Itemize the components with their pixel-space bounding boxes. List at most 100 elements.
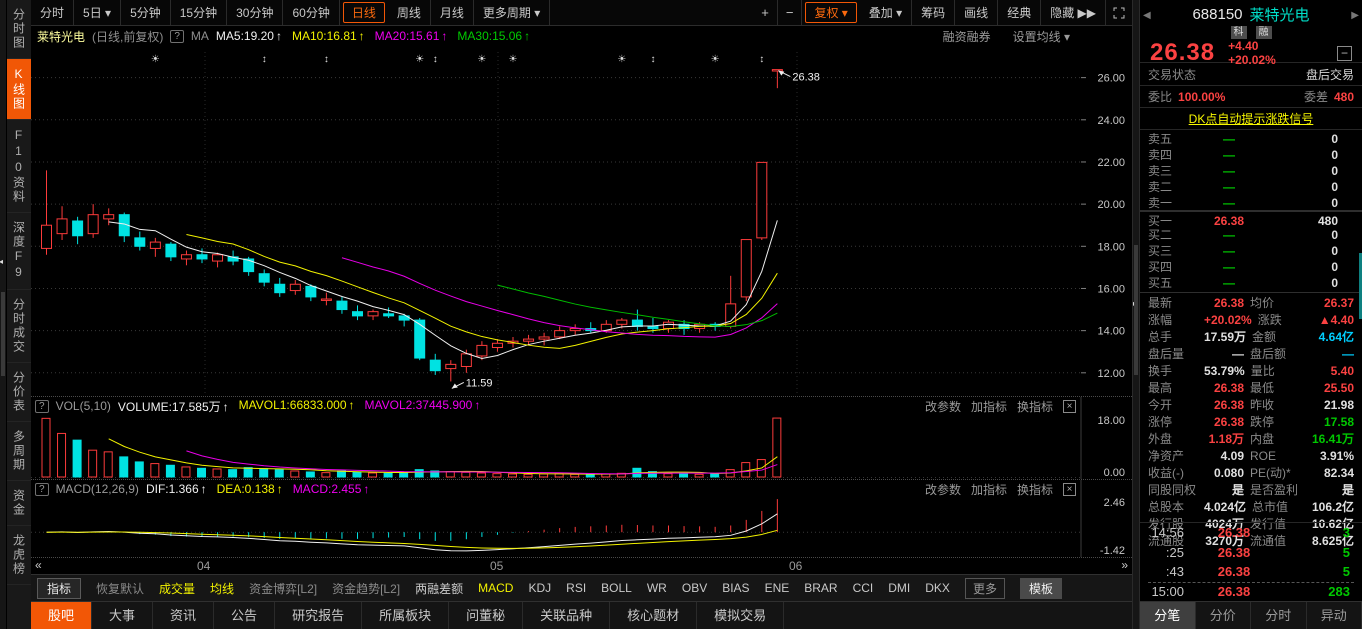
panel-action[interactable]: 加指标 [970, 400, 1007, 414]
panel-action[interactable]: 加指标 [970, 483, 1007, 497]
indicator-item[interactable]: 资金趋势[L2] [332, 581, 401, 596]
panel-splitter[interactable]: ▸ [1132, 0, 1140, 629]
chart-tool-button[interactable]: + [753, 0, 778, 25]
next-stock-icon[interactable]: ▶ [1351, 10, 1359, 21]
indicator-item[interactable]: 均线 [210, 581, 235, 596]
panel-action[interactable]: 改参数 [924, 400, 961, 414]
help-icon[interactable]: ? [35, 482, 49, 496]
bottom-tab[interactable]: 公告 [214, 602, 276, 629]
indicator-item[interactable]: OBV [681, 581, 708, 595]
chart-tool-button[interactable]: 隐藏 ▶▶ [1041, 0, 1106, 25]
bottom-tab[interactable]: 所属板块 [362, 602, 450, 629]
indicator-item[interactable]: 指标 [37, 577, 82, 599]
period-button[interactable]: 60分钟 [283, 0, 340, 25]
order-book-row[interactable]: 买三 — 0 [1140, 242, 1362, 259]
indicator-item[interactable]: KDJ [528, 581, 552, 595]
order-book-row[interactable]: 卖二 — 0 [1140, 178, 1362, 195]
bottom-tab[interactable]: 核心题材 [610, 602, 698, 629]
indicator-item[interactable]: DMI [888, 581, 911, 595]
period-button[interactable]: 分时 [31, 0, 75, 25]
order-book-row[interactable]: 卖四 — 0 [1140, 146, 1362, 163]
scroll-right-button[interactable]: » [1121, 558, 1128, 572]
dk-signal-link[interactable]: DK点自动提示涨跌信号 [1188, 112, 1314, 126]
help-icon[interactable]: ? [170, 29, 184, 43]
indicator-item[interactable]: ENE [764, 581, 790, 595]
chart-link[interactable]: 融资融券 [942, 29, 991, 44]
splitter-scrollbar-thumb[interactable] [1134, 245, 1138, 375]
panel-action[interactable]: 换指标 [1016, 483, 1053, 497]
quote-tab[interactable]: 分笔 [1140, 602, 1196, 629]
collapse-left-icon[interactable]: ◂ [0, 257, 4, 266]
indicator-item[interactable]: BIAS [722, 581, 750, 595]
chart-tool-button[interactable]: 画线 [955, 0, 999, 25]
tick-list[interactable]: 14:56 26.38 3 :25 26.38 5 :43 26.38 5 [1140, 522, 1362, 601]
bottom-tab[interactable]: 股吧 [31, 602, 93, 629]
sidebar-item[interactable]: 分价表 [7, 363, 31, 422]
sidebar-item[interactable]: F10资料 [7, 120, 31, 213]
indicator-item[interactable]: BOLL [601, 581, 632, 595]
quote-tab[interactable]: 分价 [1196, 602, 1251, 629]
bottom-tab[interactable]: 大事 [92, 602, 154, 629]
indicator-item[interactable]: 资金博弈[L2] [249, 581, 318, 596]
kline-chart[interactable]: 12.00 14.00 16.00 18.00 20.00 22.00 24.00 26.00… [31, 46, 1132, 396]
chart-tool-button[interactable]: 复权 ▾ [805, 2, 857, 23]
period-button[interactable]: 更多周期 ▾ [474, 0, 551, 25]
bottom-tab[interactable]: 资讯 [153, 602, 215, 629]
indicator-item[interactable]: 成交量 [159, 581, 196, 596]
sidebar-item[interactable]: 分时成交 [7, 290, 31, 363]
order-book-row[interactable]: 卖三 — 0 [1140, 162, 1362, 179]
quote-tab[interactable]: 分时 [1251, 602, 1307, 629]
bottom-tab[interactable]: 问董秘 [449, 602, 524, 629]
indicator-item[interactable]: CCI [852, 581, 874, 595]
sidebar-item[interactable]: 多周期 [7, 422, 31, 481]
indicator-item[interactable]: BRAR [804, 581, 838, 595]
quote-scrollbar-thumb[interactable] [1359, 253, 1362, 319]
order-book-row[interactable]: 买二 — 0 [1140, 226, 1362, 243]
period-button[interactable]: 5日 ▾ [74, 0, 122, 25]
volume-chart[interactable]: 18.00 0.00 [31, 397, 1132, 479]
chart-tool-button[interactable]: 筹码 [912, 0, 956, 25]
period-button[interactable]: 月线 [431, 0, 474, 25]
period-button[interactable]: 5分钟 [121, 0, 171, 25]
sidebar-item[interactable]: 深度F9 [7, 213, 31, 290]
indicator-item[interactable]: 更多 [964, 577, 1005, 599]
indicator-item[interactable]: DKX [925, 581, 950, 595]
indicator-item[interactable]: WR [646, 581, 667, 595]
chart-link[interactable]: 设置均线 ▾ [1012, 29, 1070, 44]
macd-chart[interactable]: 2.46 -1.42 [31, 480, 1132, 557]
close-icon[interactable]: × [1063, 483, 1076, 496]
bottom-tab[interactable]: 模拟交易 [697, 602, 785, 629]
quote-tab[interactable]: 异动 [1307, 602, 1362, 629]
indicator-item[interactable]: 两融差额 [415, 581, 464, 596]
panel-action[interactable]: 换指标 [1016, 400, 1053, 414]
fullscreen-button[interactable] [1106, 0, 1132, 25]
indicator-item[interactable]: RSI [566, 581, 587, 595]
sidebar-item[interactable]: 资金 [7, 481, 31, 526]
period-button[interactable]: 周线 [388, 0, 431, 25]
period-button[interactable]: 30分钟 [227, 0, 284, 25]
order-book-row[interactable]: 卖五 — 0 [1140, 130, 1362, 147]
minimize-button[interactable]: − [1337, 45, 1352, 61]
chart-tool-button[interactable]: − [778, 0, 803, 25]
order-book-row[interactable]: 买四 — 0 [1140, 258, 1362, 275]
sidebar-item[interactable]: 龙虎榜 [7, 526, 31, 585]
sidebar-item[interactable]: 分时图 [7, 0, 31, 59]
left-collapse-strip[interactable]: ◂ [0, 0, 7, 629]
bottom-tab[interactable]: 关联品种 [523, 602, 611, 629]
panel-action[interactable]: 改参数 [924, 483, 961, 497]
sidebar-item[interactable]: K线图 [7, 59, 31, 120]
chart-tool-button[interactable]: 经典 [998, 0, 1042, 25]
chart-tool-button[interactable]: 叠加 ▾ [860, 0, 913, 25]
indicator-item[interactable]: MACD [478, 581, 514, 595]
period-button[interactable]: 日线 [342, 2, 385, 23]
order-book-row[interactable]: 买五 — 0 [1140, 274, 1362, 291]
bottom-tab[interactable]: 研究报告 [275, 602, 363, 629]
indicator-item[interactable]: 模板 [1019, 577, 1062, 599]
period-button[interactable]: 15分钟 [171, 0, 228, 25]
close-icon[interactable]: × [1063, 400, 1076, 413]
scroll-left-button[interactable]: « [35, 558, 42, 572]
left-scrollbar-thumb[interactable] [1, 292, 5, 376]
order-book-row[interactable]: 卖一 — 0 [1140, 194, 1362, 211]
help-icon[interactable]: ? [35, 399, 49, 413]
indicator-item[interactable]: 恢复默认 [96, 581, 145, 596]
